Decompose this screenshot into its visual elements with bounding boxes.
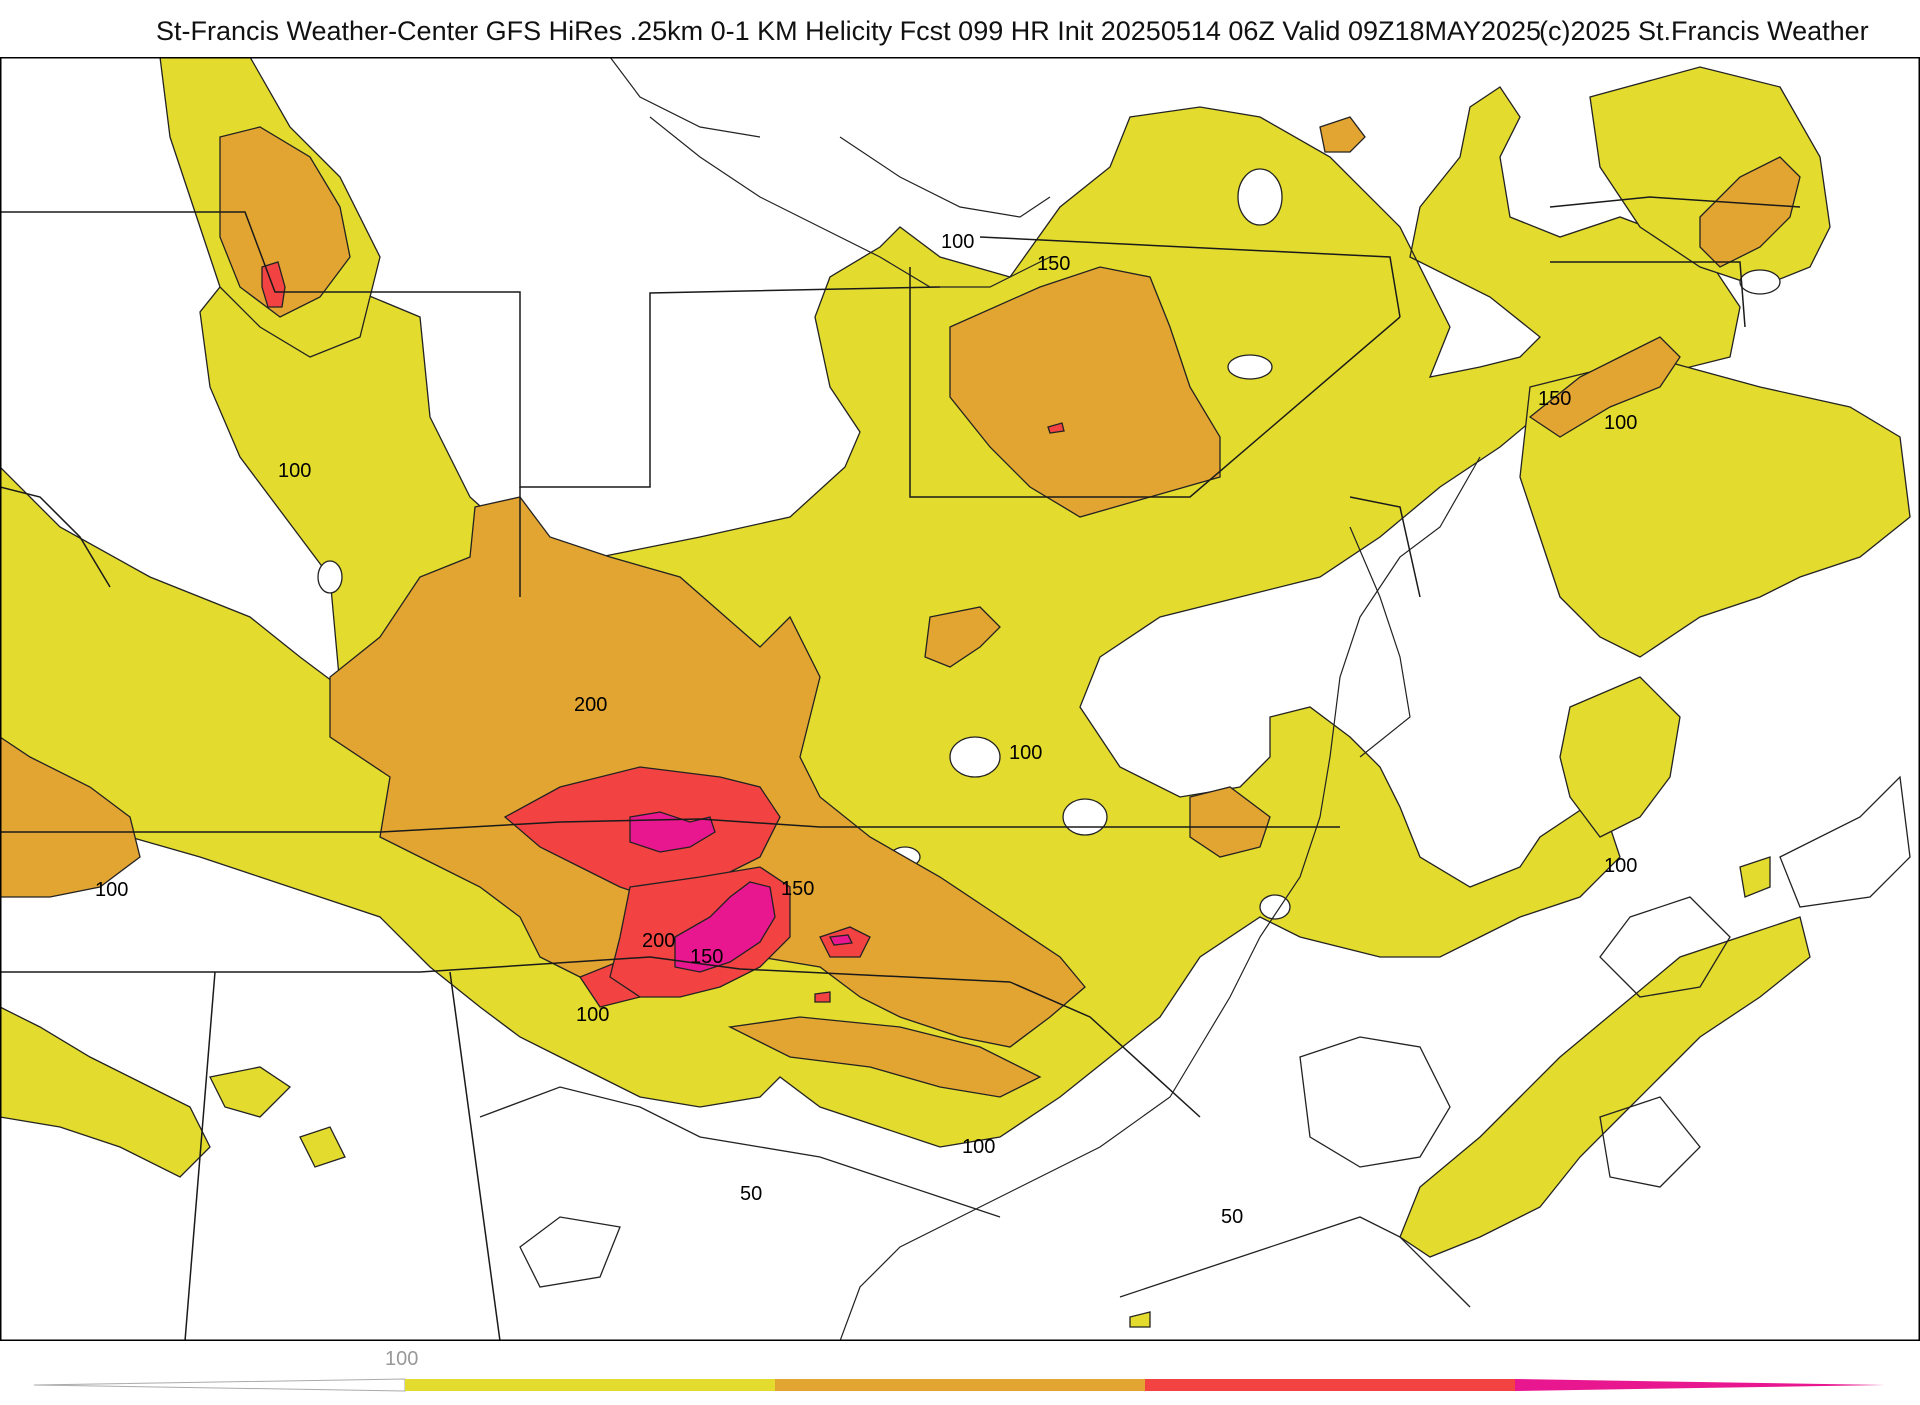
orange-nc-tail <box>727 1016 1042 1098</box>
hole-5 <box>1062 798 1108 836</box>
orange-ne-lobe <box>1699 156 1801 268</box>
orange-nw-lobe <box>219 126 351 318</box>
magenta-east-blob <box>829 934 853 946</box>
yellow-sw-patch-3 <box>299 1126 346 1168</box>
map-panel: 100 100 100 100 100 100 100 100 150 150 … <box>0 57 1920 1341</box>
label-50-west: 50 <box>740 1183 762 1205</box>
colorbar-yellow-segment <box>405 1379 775 1391</box>
colorbar-svg: 100 <box>33 1348 1885 1392</box>
boundary-4 <box>0 956 1011 983</box>
contour-50-4 <box>1599 896 1731 998</box>
label-100-pa-north: 100 <box>941 231 974 253</box>
red-pa-blob <box>1047 422 1065 434</box>
boundary-5 <box>184 971 216 1341</box>
boundary-6 <box>449 971 501 1341</box>
magenta-north-blob <box>629 811 716 853</box>
helicity-250-shading <box>629 811 853 973</box>
label-50-east: 50 <box>1221 1206 1243 1228</box>
helicity-150-shading <box>0 116 1801 1098</box>
hole-8 <box>317 560 343 594</box>
copyright-text: (c)2025 St.Francis Weather <box>1539 16 1869 46</box>
boundary-1 <box>0 211 941 488</box>
colorbar-tick-100: 100 <box>385 1348 418 1370</box>
hole-2 <box>1227 354 1273 380</box>
contour-labels: 100 100 100 100 100 100 100 100 150 150 … <box>95 231 1637 1228</box>
lake-shore-1 <box>649 116 1051 288</box>
colorbar: 100 <box>0 1341 1920 1400</box>
boundary-8 <box>909 267 1401 498</box>
magenta-south-blob <box>674 881 776 973</box>
label-100-south: 100 <box>576 1004 609 1026</box>
yellow-small-blob <box>1129 1311 1151 1328</box>
state-boundaries <box>0 196 1801 1341</box>
orange-pa-region <box>949 266 1221 518</box>
contour-50-1 <box>479 1086 1001 1218</box>
label-150-pa: 150 <box>1037 253 1070 275</box>
helicity-100-shading <box>0 57 1911 1328</box>
boundary-9 <box>979 236 1401 318</box>
hole-6 <box>1259 894 1291 920</box>
helicity-50-contours <box>479 775 1911 1308</box>
boundary-13 <box>1349 496 1421 598</box>
yellow-sw-patch-1 <box>0 1006 211 1178</box>
colorbar-magenta-segment <box>1515 1379 1885 1391</box>
orange-west-edge <box>0 736 141 898</box>
yellow-atlantic-east <box>1559 676 1681 838</box>
contour-50-3 <box>1299 1036 1451 1168</box>
label-150-ct: 150 <box>1538 388 1571 410</box>
red-small-blob <box>814 991 831 1003</box>
contour-50-5 <box>1779 775 1911 908</box>
contour-50-7 <box>1599 1096 1701 1188</box>
orange-wv-blob <box>924 606 1001 668</box>
label-150-south: 150 <box>690 946 723 968</box>
coast-east <box>839 456 1481 1341</box>
hole-7 <box>1739 269 1781 295</box>
colorbar-red-segment <box>1145 1379 1515 1391</box>
map-title: St-Francis Weather-Center GFS HiRes .25k… <box>0 16 1920 52</box>
yellow-atlantic-small <box>1739 856 1771 898</box>
map-border <box>0 57 1920 1341</box>
contour-50-6 <box>519 1216 621 1288</box>
bay-coast <box>1349 526 1411 758</box>
title-text: St-Francis Weather-Center GFS HiRes .25k… <box>156 16 1542 46</box>
boundary-14 <box>0 486 111 588</box>
label-100-va: 100 <box>1009 742 1042 764</box>
coastlines <box>609 57 1481 1341</box>
boundary-11 <box>1549 196 1801 208</box>
label-200-north: 200 <box>574 694 607 716</box>
yellow-sw-patch-2 <box>209 1066 292 1118</box>
orange-va-blob <box>1189 786 1271 858</box>
label-200-south: 200 <box>642 930 675 952</box>
boundary-3 <box>0 818 821 833</box>
orange-main-region <box>329 496 1086 1048</box>
yellow-atlantic-south <box>1399 916 1811 1258</box>
helicity-map: 100 100 100 100 100 100 100 100 150 150 … <box>0 57 1920 1341</box>
yellow-atlantic-patch <box>1519 356 1911 658</box>
hole-3 <box>949 736 1001 778</box>
label-100-west: 100 <box>278 460 311 482</box>
orange-ny-blob <box>1319 116 1366 153</box>
contour-50-2 <box>1119 1216 1471 1308</box>
label-100-sw: 100 <box>95 879 128 901</box>
label-100-nc: 100 <box>962 1136 995 1158</box>
boundary-12 <box>1550 261 1746 328</box>
orange-ct-lobe <box>1528 336 1681 438</box>
hole-1 <box>1237 168 1283 226</box>
boundary-10 <box>1009 981 1201 1118</box>
colorbar-white-segment <box>33 1378 406 1392</box>
lake-shore-3 <box>609 57 761 138</box>
label-100-atlantic: 100 <box>1604 855 1637 877</box>
label-150-central: 150 <box>781 878 814 900</box>
lake-shore-2 <box>839 136 1051 218</box>
label-100-ne: 100 <box>1604 412 1637 434</box>
colorbar-orange-segment <box>775 1379 1145 1391</box>
